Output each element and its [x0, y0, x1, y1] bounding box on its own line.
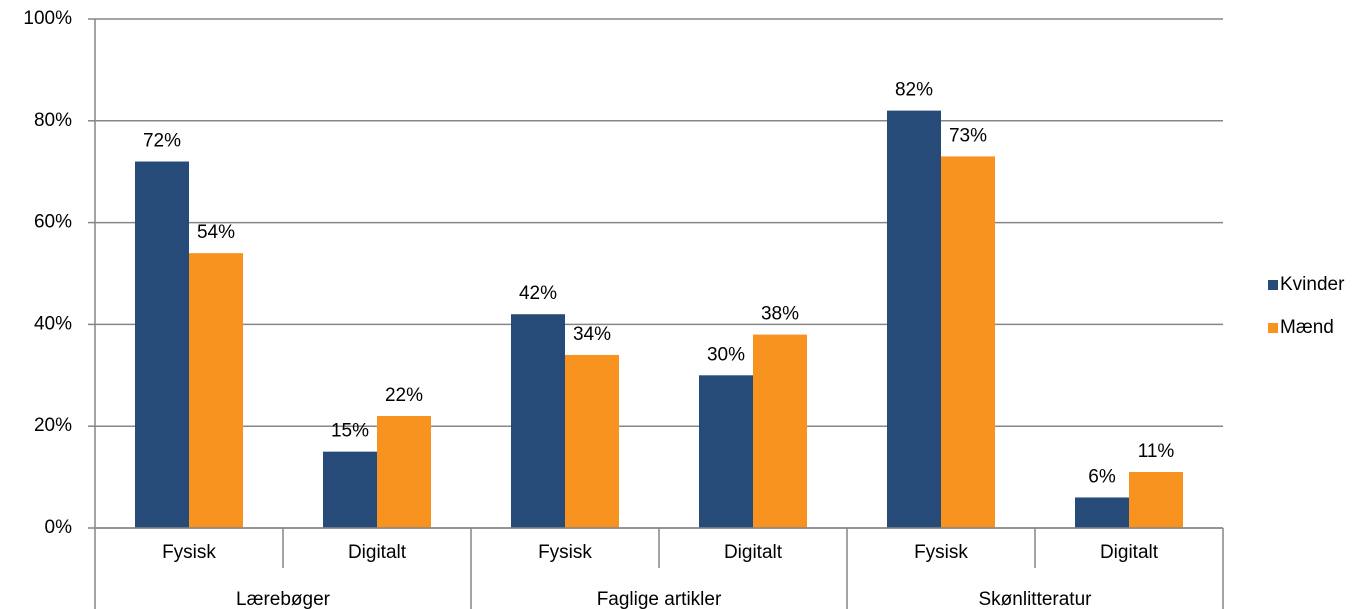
value-label: 82%: [895, 80, 933, 101]
bar: [699, 375, 753, 528]
y-tick-label: 40%: [34, 313, 72, 334]
group-label: Lærebøger: [236, 589, 331, 609]
value-label: 34%: [573, 324, 611, 345]
bar: [135, 161, 189, 528]
y-tick-label: 20%: [34, 415, 72, 436]
bar: [189, 253, 243, 528]
group-label: Faglige artikler: [597, 589, 722, 609]
x-tick-label: Fysisk: [914, 542, 968, 563]
bar: [753, 334, 807, 528]
x-tick-label: Digitalt: [1100, 542, 1159, 563]
value-label: 42%: [519, 283, 557, 304]
bar: [323, 451, 377, 528]
bar: [941, 156, 995, 528]
y-tick-label: 0%: [45, 517, 73, 538]
legend-swatch: [1268, 323, 1278, 333]
bar: [887, 110, 941, 529]
x-tick-label: Fysisk: [538, 542, 592, 563]
value-label: 72%: [143, 131, 181, 152]
x-tick-label: Fysisk: [162, 542, 216, 563]
legend-label: Mænd: [1280, 317, 1334, 338]
y-tick-label: 100%: [23, 8, 72, 29]
value-label: 6%: [1088, 466, 1116, 487]
x-tick-label: Digitalt: [348, 542, 407, 563]
legend-label: Kvinder: [1280, 274, 1345, 295]
value-label: 11%: [1138, 441, 1175, 462]
bar: [565, 354, 619, 528]
bar: [1129, 472, 1183, 528]
value-label: 73%: [949, 125, 987, 146]
value-label: 30%: [707, 344, 745, 365]
value-label: 15%: [331, 421, 369, 442]
y-tick-label: 60%: [34, 212, 72, 233]
value-label: 54%: [197, 222, 235, 243]
x-tick-label: Digitalt: [724, 542, 783, 563]
bar: [511, 314, 565, 528]
value-label: 38%: [761, 304, 799, 325]
legend-swatch: [1268, 280, 1278, 290]
group-label: Skønlitteratur: [979, 589, 1093, 609]
y-tick-label: 80%: [34, 110, 72, 131]
value-label: 22%: [385, 385, 423, 406]
bar: [1075, 497, 1129, 528]
bar: [377, 416, 431, 528]
